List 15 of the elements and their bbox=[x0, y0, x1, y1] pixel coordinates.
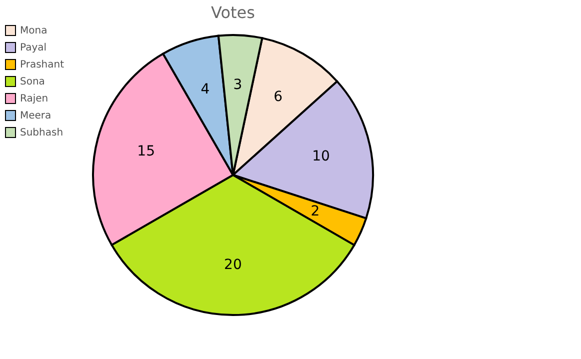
legend-label: Sona bbox=[20, 76, 45, 88]
data-label: 3 bbox=[233, 77, 242, 94]
legend-label: Subhash bbox=[20, 128, 64, 138]
legend-label: Prashant bbox=[20, 60, 64, 70]
data-label: 2 bbox=[310, 204, 320, 220]
legend-label: Rajen bbox=[20, 94, 48, 104]
data-label: 15 bbox=[137, 144, 155, 160]
legend-label: Meera bbox=[20, 110, 52, 122]
data-label: 6 bbox=[274, 89, 283, 106]
legend-label: Payal bbox=[20, 42, 47, 54]
data-label: 10 bbox=[312, 148, 330, 164]
data-label: 4 bbox=[200, 81, 210, 98]
data-label: 20 bbox=[224, 257, 242, 273]
chart-title: Votes bbox=[211, 3, 255, 22]
legend-label: Mona bbox=[20, 26, 48, 36]
